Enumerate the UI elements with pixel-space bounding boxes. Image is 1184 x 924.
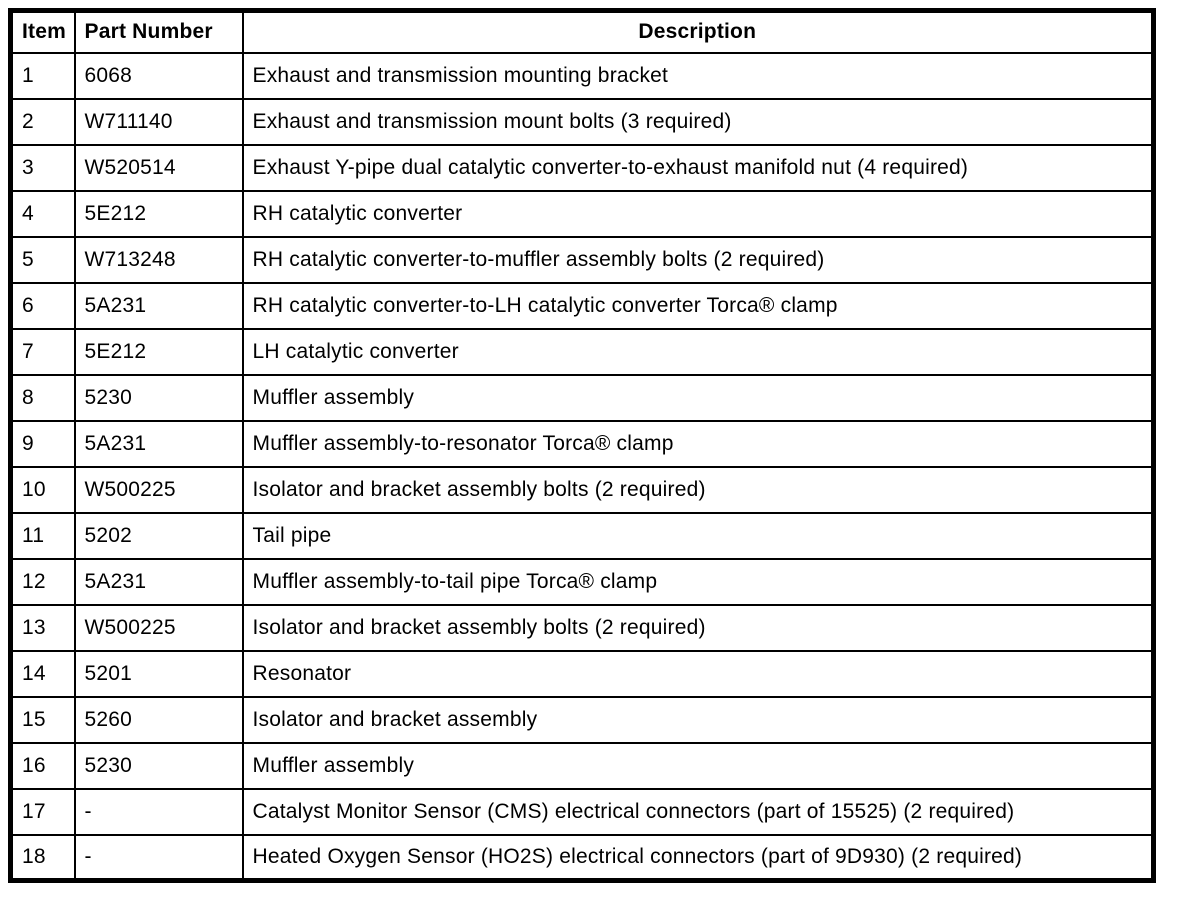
table-row: 7 5E212 LH catalytic converter <box>9 327 1155 376</box>
cell-part-number: 5A231 <box>73 281 244 330</box>
table-row: 10 W500225 Isolator and bracket assembly b… <box>9 465 1155 514</box>
cell-part-number: 5A231 <box>73 419 244 468</box>
cell-description: Muffler assembly <box>241 741 1155 790</box>
table-row: 15 5260 Isolator and bracket assembly <box>9 695 1155 744</box>
cell-part-number: 5E212 <box>73 189 244 238</box>
table-body: 1 6068 Exhaust and transmission mounting b… <box>9 51 1155 882</box>
cell-item: 9 <box>9 419 76 468</box>
table-row: 14 5201 Resonator <box>9 649 1155 698</box>
cell-description: Muffler assembly-to-resonator Torca® cla… <box>241 419 1155 468</box>
table-header: Item Part Number Description <box>9 9 1155 54</box>
cell-item: 11 <box>9 511 76 560</box>
cell-description: RH catalytic converter-to-muffler assemb… <box>241 235 1155 284</box>
cell-item: 1 <box>9 51 76 100</box>
cell-description: Isolator and bracket assembly bolts (2 r… <box>241 603 1155 652</box>
cell-part-number: 5201 <box>73 649 244 698</box>
cell-description: Muffler assembly-to-tail pipe Torca® cla… <box>241 557 1155 606</box>
table-row: 13 W500225 Isolator and bracket assembly b… <box>9 603 1155 652</box>
table-row: 5 W713248 RH catalytic converter-to-muffle… <box>9 235 1155 284</box>
cell-item: 10 <box>9 465 76 514</box>
cell-item: 8 <box>9 373 76 422</box>
table-row: 3 W520514 Exhaust Y-pipe dual catalytic co… <box>9 143 1155 192</box>
table-row: 16 5230 Muffler assembly <box>9 741 1155 790</box>
header-row: Item Part Number Description <box>9 9 1155 54</box>
cell-item: 15 <box>9 695 76 744</box>
cell-part-number: 5260 <box>73 695 244 744</box>
cell-item: 18 <box>9 833 76 882</box>
cell-item: 17 <box>9 787 76 836</box>
table-row: 1 6068 Exhaust and transmission mounting b… <box>9 51 1155 100</box>
cell-description: Muffler assembly <box>241 373 1155 422</box>
cell-part-number: 5202 <box>73 511 244 560</box>
cell-item: 2 <box>9 97 76 146</box>
cell-part-number: 6068 <box>73 51 244 100</box>
header-part-number: Part Number <box>73 9 244 54</box>
cell-item: 7 <box>9 327 76 376</box>
table-row: 9 5A231 Muffler assembly-to-resonator Torc… <box>9 419 1155 468</box>
cell-item: 14 <box>9 649 76 698</box>
table-row: 18- Heated Oxygen Sensor (HO2S) electrica… <box>9 833 1155 882</box>
cell-part-number: - <box>73 833 244 882</box>
cell-part-number: 5A231 <box>73 557 244 606</box>
cell-part-number: 5230 <box>73 373 244 422</box>
header-description: Description <box>241 9 1155 54</box>
table-row: 6 5A231 RH catalytic converter-to-LH catal… <box>9 281 1155 330</box>
cell-description: Heated Oxygen Sensor (HO2S) electrical c… <box>241 833 1155 882</box>
cell-part-number: - <box>73 787 244 836</box>
table-row: 12 5A231 Muffler assembly-to-tail pipe Tor… <box>9 557 1155 606</box>
cell-item: 13 <box>9 603 76 652</box>
header-item: Item <box>9 9 76 54</box>
cell-part-number: W500225 <box>73 603 244 652</box>
cell-item: 4 <box>9 189 76 238</box>
cell-description: Exhaust and transmission mounting bracke… <box>241 51 1155 100</box>
cell-description: Resonator <box>241 649 1155 698</box>
table-row: 4 5E212 RH catalytic converter <box>9 189 1155 238</box>
cell-part-number: W500225 <box>73 465 244 514</box>
parts-table: Item Part Number Description 1 6068 Exhaus… <box>8 8 1156 883</box>
cell-description: LH catalytic converter <box>241 327 1155 376</box>
cell-description: Catalyst Monitor Sensor (CMS) electrical… <box>241 787 1155 836</box>
table-row: 11 5202 Tail pipe <box>9 511 1155 560</box>
cell-description: Exhaust Y-pipe dual catalytic converter-… <box>241 143 1155 192</box>
cell-description: RH catalytic converter <box>241 189 1155 238</box>
cell-item: 5 <box>9 235 76 284</box>
cell-item: 16 <box>9 741 76 790</box>
table-row: 8 5230 Muffler assembly <box>9 373 1155 422</box>
cell-item: 12 <box>9 557 76 606</box>
cell-part-number: 5230 <box>73 741 244 790</box>
cell-part-number: W711140 <box>73 97 244 146</box>
table-row: 2 W711140 Exhaust and transmission mount b… <box>9 97 1155 146</box>
cell-description: Exhaust and transmission mount bolts (3 … <box>241 97 1155 146</box>
table-row: 17- Catalyst Monitor Sensor (CMS) electri… <box>9 787 1155 836</box>
cell-part-number: W713248 <box>73 235 244 284</box>
cell-item: 6 <box>9 281 76 330</box>
cell-description: Isolator and bracket assembly bolts (2 r… <box>241 465 1155 514</box>
cell-description: Isolator and bracket assembly <box>241 695 1155 744</box>
cell-description: RH catalytic converter-to-LH catalytic c… <box>241 281 1155 330</box>
cell-description: Tail pipe <box>241 511 1155 560</box>
cell-part-number: 5E212 <box>73 327 244 376</box>
cell-item: 3 <box>9 143 76 192</box>
cell-part-number: W520514 <box>73 143 244 192</box>
